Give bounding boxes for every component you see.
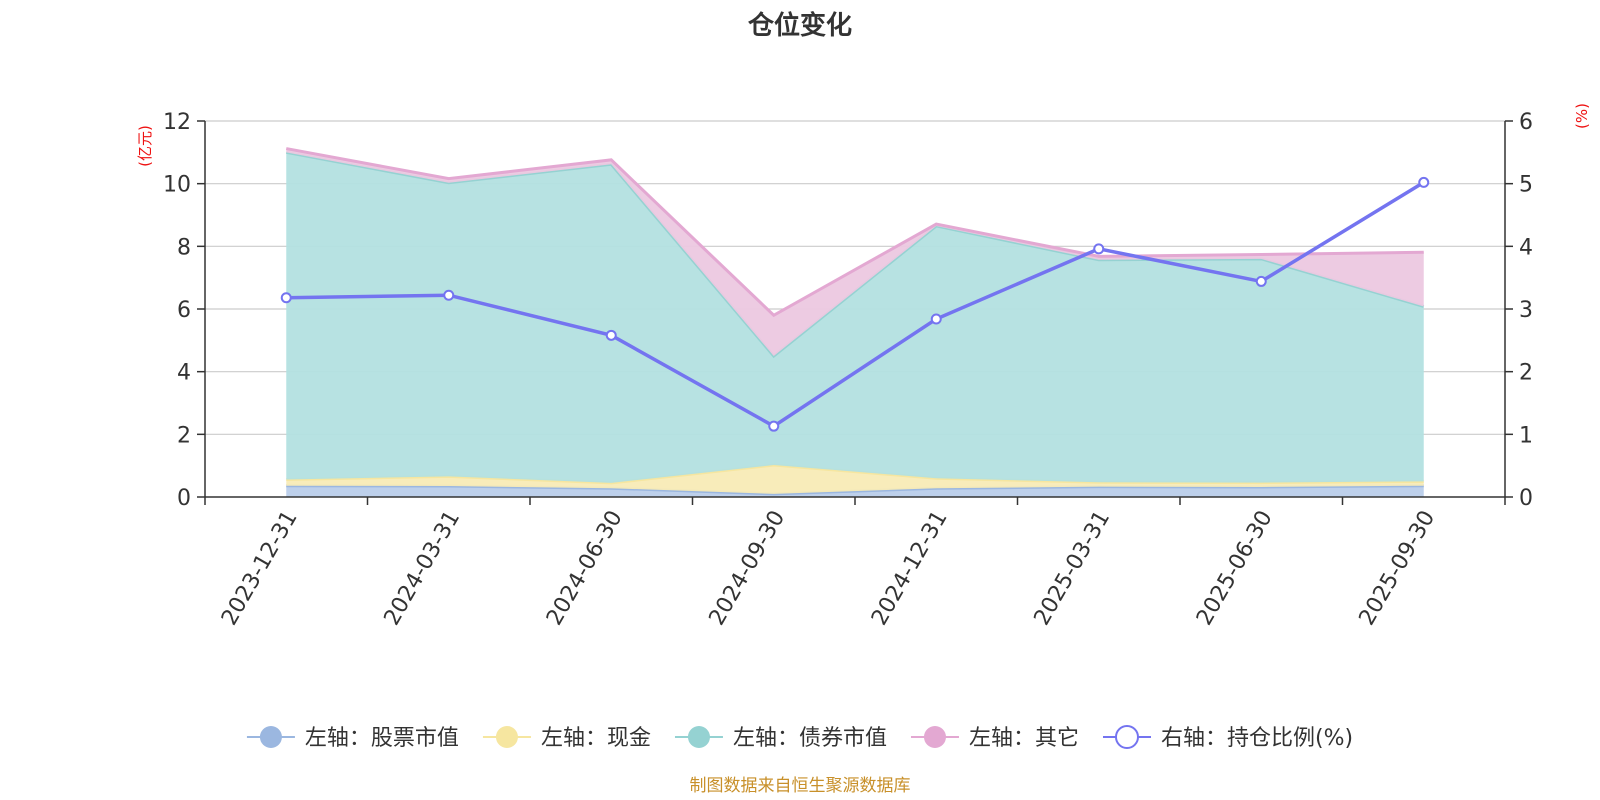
left-axis-tick-label: 6: [177, 298, 191, 323]
left-axis-tick-label: 12: [163, 110, 191, 135]
left-axis-tick-label: 2: [177, 423, 191, 448]
legend-dot-marker: [687, 726, 710, 748]
left-axis-tick-label: 0: [177, 486, 191, 511]
x-axis-label: 2024-12-31: [867, 507, 953, 630]
area-series: [285, 147, 1425, 497]
source-note: 制图数据来自恒生聚源数据库: [690, 776, 911, 796]
ratio-point: [1255, 275, 1267, 287]
x-axis-label: 2025-09-30: [1355, 507, 1441, 630]
x-axis-label: 2024-03-31: [380, 507, 466, 630]
chart-title: 仓位变化: [747, 10, 852, 41]
left-axis-tick-label: 4: [177, 361, 191, 386]
right-axis-tick-label: 4: [1519, 235, 1533, 260]
legend-ring-marker: [1114, 725, 1139, 749]
left-axis-tick-label: 8: [177, 235, 191, 260]
x-axis-label: 2024-09-30: [705, 507, 791, 630]
ratio-point: [768, 420, 780, 432]
ratio-point: [1093, 243, 1105, 255]
x-axis-label: 2025-06-30: [1192, 507, 1278, 630]
area-edge-series-3: [285, 147, 1424, 318]
area-fill-series-1: [286, 465, 1424, 494]
ratio-line-series: [280, 176, 1430, 432]
legend: 左轴：股票市值 左轴：现金 左轴：债券市值 左轴：其它 右轴：持仓比例(%): [246, 725, 1353, 751]
legend-label: 右轴：持仓比例(%): [1161, 726, 1353, 751]
legend-dot-marker: [923, 726, 946, 748]
x-axis-label: 2025-03-31: [1030, 507, 1116, 630]
right-axis-tick-label: 5: [1519, 173, 1533, 198]
area-fill-series-2: [286, 152, 1424, 483]
ratio-point: [280, 292, 292, 304]
legend-label: 左轴：其它: [969, 726, 1079, 751]
legend-dot-marker: [495, 726, 518, 748]
legend-label: 左轴：现金: [541, 726, 651, 751]
ratio-point: [930, 313, 942, 325]
right-axis-tick-label: 2: [1519, 361, 1533, 386]
area-edge-series-2: [285, 150, 1425, 359]
right-axis-tick-label: 0: [1519, 486, 1533, 511]
right-axis-unit: (%): [1573, 103, 1591, 129]
left-axis-tick-label: 10: [163, 173, 191, 198]
left-axis-unit: (亿元): [136, 125, 154, 167]
ratio-line-path: [286, 180, 1425, 429]
legend-dot-marker: [259, 726, 282, 748]
ratio-point: [1418, 176, 1430, 188]
ratio-point: [443, 289, 455, 301]
right-axis-tick-label: 6: [1519, 110, 1533, 135]
x-axis-label: 2023-12-31: [217, 507, 303, 630]
ratio-point: [605, 329, 617, 341]
legend-label: 左轴：债券市值: [733, 726, 887, 751]
right-axis-tick-label: 1: [1519, 423, 1533, 448]
right-axis-tick-label: 3: [1519, 298, 1533, 323]
x-axis-label: 2024-06-30: [542, 507, 628, 630]
legend-label: 左轴：股票市值: [305, 726, 459, 751]
